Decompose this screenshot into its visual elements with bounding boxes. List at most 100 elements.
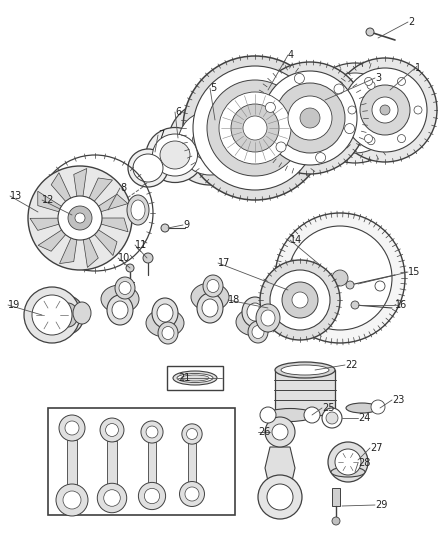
Circle shape: [65, 421, 79, 435]
Bar: [275, 370, 335, 415]
Ellipse shape: [119, 281, 131, 295]
Circle shape: [380, 105, 390, 115]
Ellipse shape: [261, 310, 275, 326]
Text: 28: 28: [358, 458, 371, 468]
Ellipse shape: [52, 296, 84, 334]
Ellipse shape: [197, 293, 223, 323]
Circle shape: [367, 82, 375, 90]
Circle shape: [272, 424, 288, 440]
Bar: [332, 488, 340, 506]
Circle shape: [58, 196, 102, 240]
Circle shape: [276, 142, 286, 152]
Text: 7: 7: [158, 130, 164, 140]
Circle shape: [182, 424, 202, 444]
Bar: [167, 366, 223, 390]
Text: 18: 18: [228, 295, 240, 305]
Circle shape: [231, 104, 279, 152]
Circle shape: [267, 484, 293, 510]
Circle shape: [383, 109, 391, 117]
Circle shape: [371, 400, 385, 414]
Circle shape: [68, 206, 92, 230]
Text: 29: 29: [375, 500, 387, 510]
Polygon shape: [80, 194, 128, 218]
Circle shape: [258, 475, 302, 519]
Text: 2: 2: [408, 17, 414, 27]
Circle shape: [254, 62, 366, 174]
Text: 8: 8: [120, 183, 126, 193]
Ellipse shape: [242, 297, 268, 327]
Ellipse shape: [115, 277, 135, 299]
Ellipse shape: [133, 154, 163, 182]
Ellipse shape: [157, 304, 173, 322]
Circle shape: [193, 66, 317, 190]
Ellipse shape: [252, 326, 264, 338]
Ellipse shape: [203, 275, 223, 297]
Circle shape: [270, 270, 330, 330]
Circle shape: [319, 109, 327, 117]
Circle shape: [168, 101, 252, 185]
Ellipse shape: [207, 279, 219, 293]
Ellipse shape: [158, 322, 178, 344]
Circle shape: [275, 213, 405, 343]
Circle shape: [328, 442, 368, 482]
Circle shape: [288, 226, 392, 330]
Ellipse shape: [247, 303, 263, 321]
Circle shape: [360, 85, 410, 135]
Text: 19: 19: [8, 300, 20, 310]
Circle shape: [351, 301, 359, 309]
Ellipse shape: [43, 190, 81, 246]
Text: 21: 21: [178, 373, 191, 383]
Ellipse shape: [177, 374, 213, 383]
Text: 15: 15: [408, 267, 420, 277]
Text: 16: 16: [395, 300, 407, 310]
Text: 10: 10: [118, 253, 130, 263]
Bar: [107, 441, 117, 487]
Polygon shape: [265, 447, 295, 490]
Circle shape: [145, 488, 159, 504]
Circle shape: [332, 517, 340, 525]
Ellipse shape: [346, 403, 378, 413]
Ellipse shape: [248, 321, 268, 343]
Ellipse shape: [48, 197, 76, 239]
Circle shape: [294, 74, 304, 83]
Text: 13: 13: [10, 191, 22, 201]
Polygon shape: [30, 218, 80, 230]
Polygon shape: [60, 218, 80, 264]
Ellipse shape: [146, 309, 184, 337]
Circle shape: [372, 97, 398, 123]
Text: 23: 23: [392, 395, 404, 405]
Ellipse shape: [181, 375, 209, 381]
Circle shape: [414, 106, 422, 114]
Circle shape: [75, 213, 85, 223]
Circle shape: [207, 80, 303, 176]
Circle shape: [146, 426, 158, 438]
Ellipse shape: [281, 365, 329, 375]
Circle shape: [375, 281, 385, 291]
Circle shape: [56, 484, 88, 516]
Circle shape: [180, 481, 205, 506]
Ellipse shape: [131, 200, 145, 220]
Circle shape: [275, 83, 345, 153]
Circle shape: [263, 71, 357, 165]
Polygon shape: [51, 173, 80, 218]
Ellipse shape: [127, 195, 149, 225]
Circle shape: [326, 412, 338, 424]
Ellipse shape: [275, 362, 335, 378]
Circle shape: [265, 417, 295, 447]
Text: 26: 26: [258, 427, 270, 437]
Circle shape: [28, 166, 132, 270]
Polygon shape: [80, 178, 113, 218]
Ellipse shape: [152, 298, 178, 328]
Circle shape: [343, 68, 427, 152]
Circle shape: [265, 102, 276, 112]
Circle shape: [32, 295, 72, 335]
Circle shape: [104, 490, 120, 506]
Text: 14: 14: [290, 235, 302, 245]
Circle shape: [333, 91, 377, 135]
Circle shape: [332, 270, 348, 286]
Ellipse shape: [256, 304, 280, 332]
Circle shape: [364, 134, 372, 143]
Bar: [188, 443, 196, 484]
Ellipse shape: [112, 301, 128, 319]
Circle shape: [305, 63, 405, 163]
